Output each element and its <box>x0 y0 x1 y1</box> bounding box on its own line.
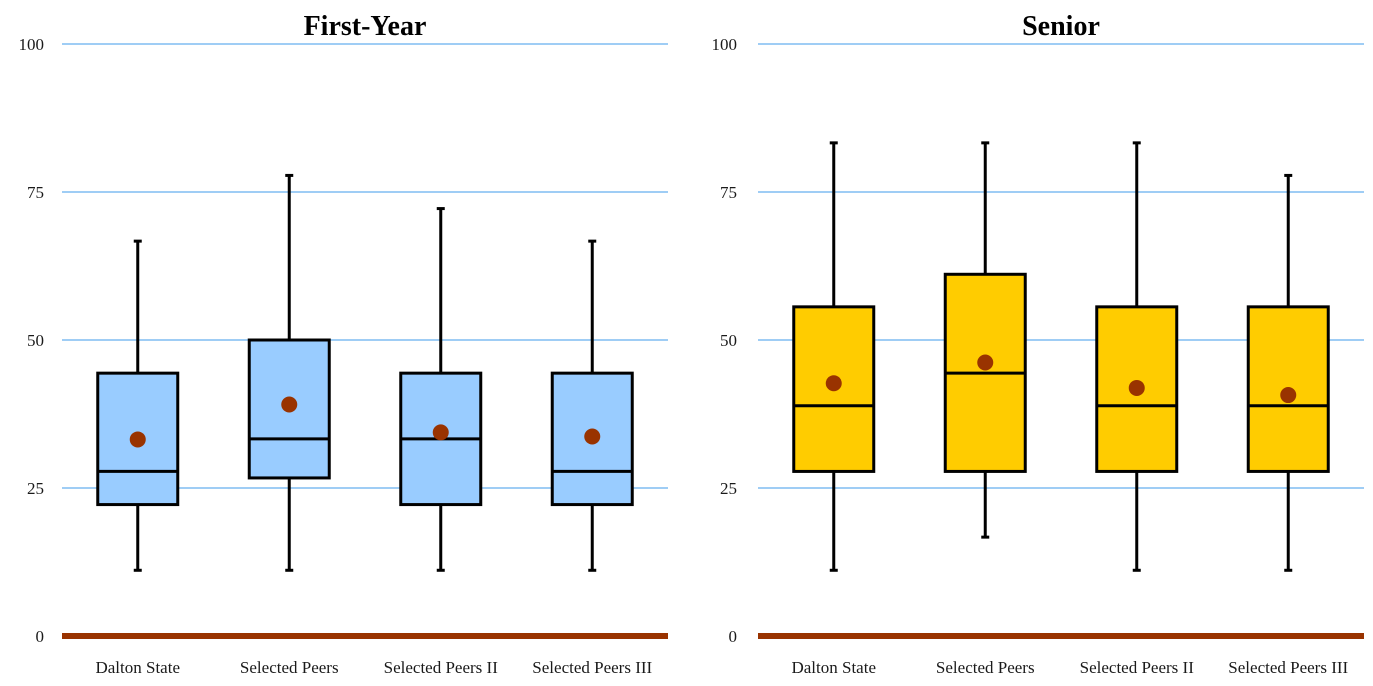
mean-marker <box>977 354 994 371</box>
x-category-label: Selected Peers III <box>1228 658 1348 677</box>
mean-marker <box>432 424 449 441</box>
mean-marker <box>281 396 298 413</box>
y-tick-label: 25 <box>720 479 737 498</box>
mean-marker <box>1280 387 1297 404</box>
mean-marker <box>1128 379 1145 396</box>
x-category-label: Dalton State <box>791 658 876 677</box>
y-tick-label: 75 <box>27 183 44 202</box>
y-tick-label: 25 <box>27 479 44 498</box>
x-category-label: Selected Peers <box>240 658 339 677</box>
y-tick-label: 0 <box>729 627 738 646</box>
y-tick-label: 75 <box>720 183 737 202</box>
x-category-label: Selected Peers II <box>384 658 499 677</box>
y-tick-label: 100 <box>19 35 45 54</box>
y-tick-label: 0 <box>36 627 45 646</box>
mean-marker <box>129 431 146 448</box>
chart-title: First-Year <box>304 11 427 42</box>
x-category-label: Selected Peers <box>936 658 1035 677</box>
y-tick-label: 100 <box>712 35 738 54</box>
x-category-label: Selected Peers III <box>532 658 652 677</box>
x-category-label: Selected Peers II <box>1080 658 1195 677</box>
y-tick-label: 50 <box>720 331 737 350</box>
x-category-label: Dalton State <box>95 658 180 677</box>
mean-marker <box>584 428 601 445</box>
mean-marker <box>825 375 842 392</box>
box-iqr <box>550 371 634 507</box>
chart-title: Senior <box>1022 11 1100 42</box>
y-tick-label: 50 <box>27 331 44 350</box>
box-iqr <box>96 371 180 507</box>
